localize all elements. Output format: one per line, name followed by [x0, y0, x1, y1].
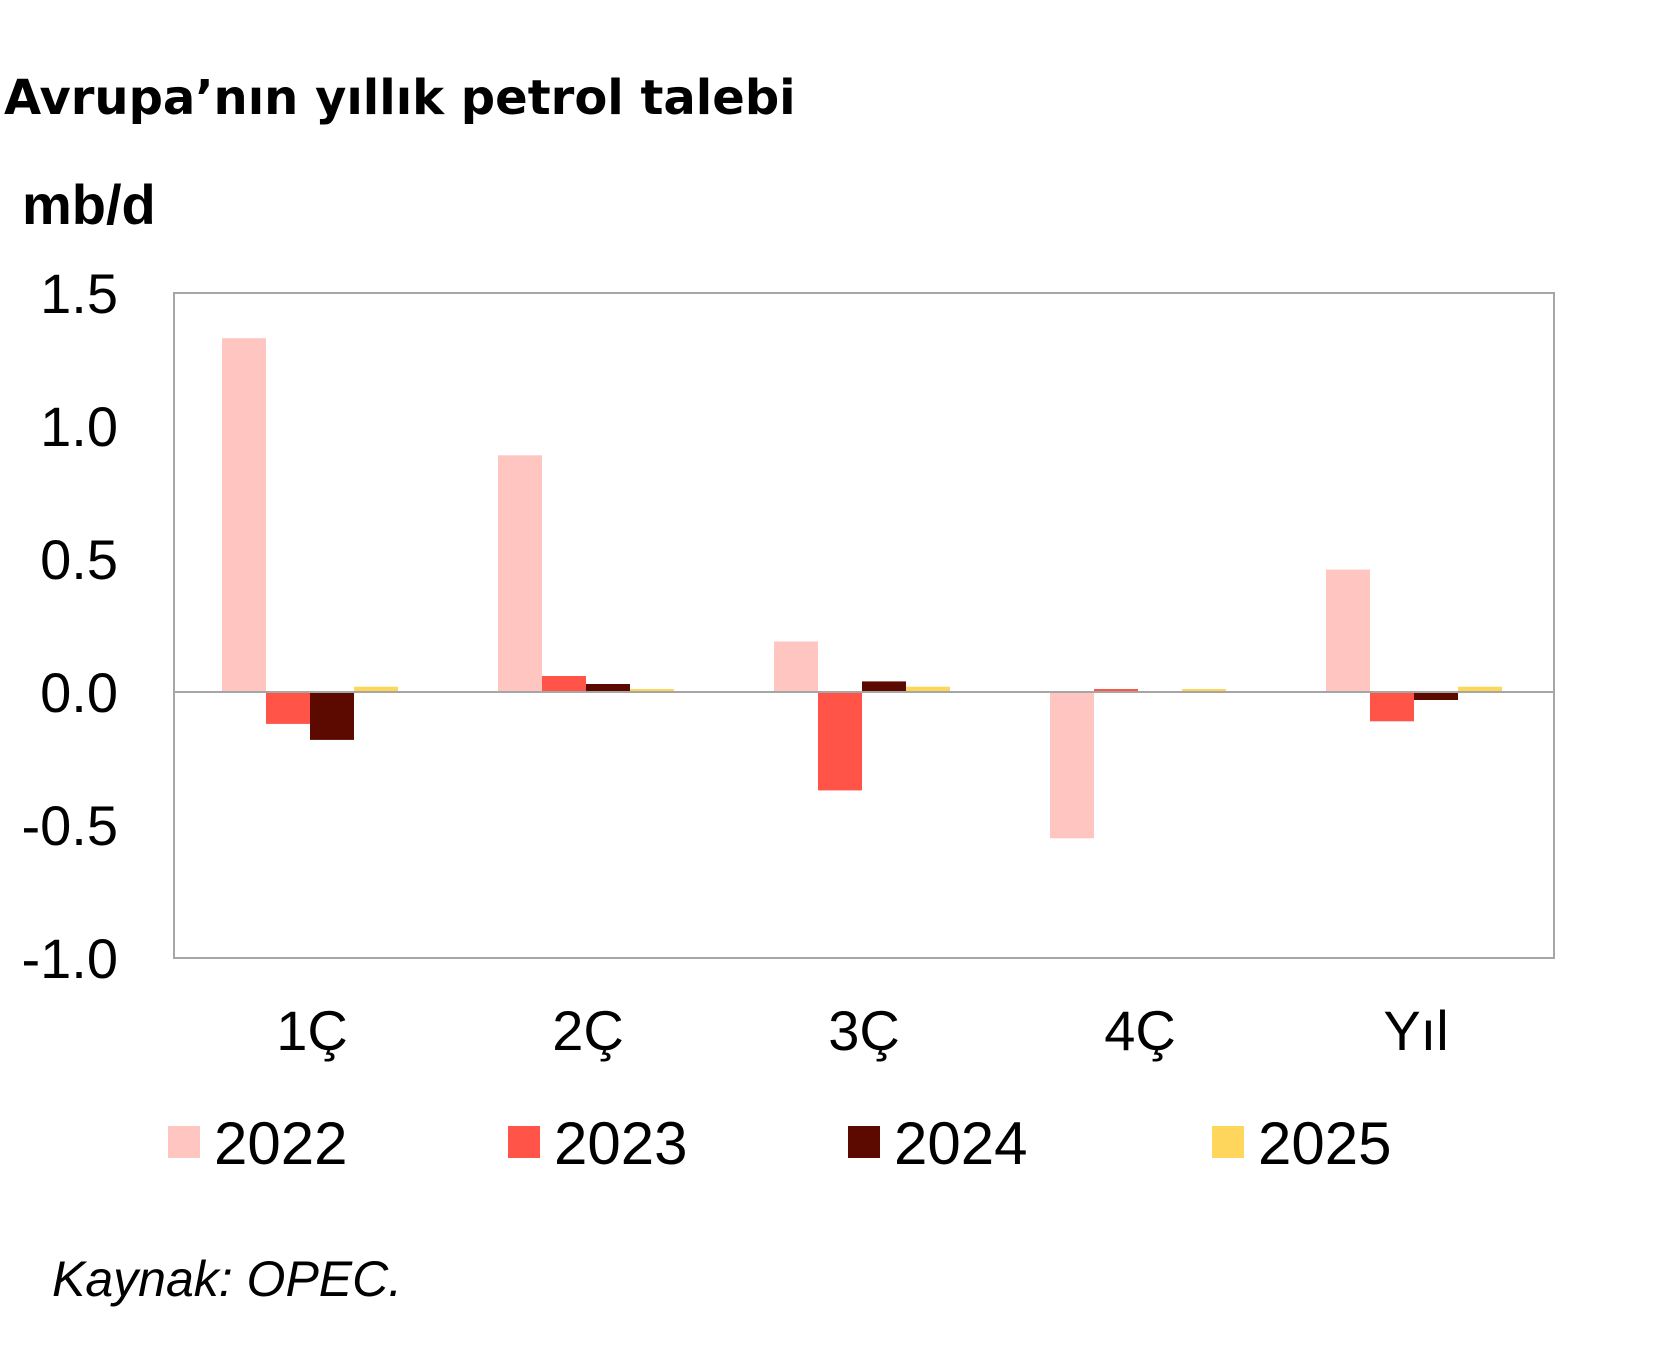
x-tick-label: Yıl [1383, 999, 1448, 1062]
legend-swatch-2023 [508, 1126, 540, 1158]
bar-2025-4 [1458, 686, 1502, 692]
legend-swatch-2022 [168, 1126, 200, 1158]
bar-2024-2 [862, 681, 906, 692]
bar-2022-2 [774, 641, 818, 692]
legend-label-2023: 2023 [554, 1110, 687, 1177]
y-tick-label: 1.0 [40, 395, 118, 458]
bar-2025-2 [906, 686, 950, 692]
plot-area-border [173, 292, 1555, 959]
bar-2025-3 [1182, 689, 1226, 692]
bar-2023-3 [1094, 689, 1138, 692]
bar-2025-1 [630, 689, 674, 692]
y-axis-tick-labels: 1.5 1.0 0.5 0.0 -0.5 -1.0 [22, 262, 119, 990]
legend-swatch-2025 [1212, 1126, 1244, 1158]
x-tick-label: 4Ç [1104, 999, 1176, 1062]
bar-2025-0 [354, 686, 398, 692]
bar-2023-2 [818, 692, 862, 791]
bar-2022-0 [222, 338, 266, 692]
legend-label-2022: 2022 [214, 1110, 347, 1177]
y-tick-label: 0.0 [40, 661, 118, 724]
bar-2023-1 [542, 676, 586, 692]
bar-2023-4 [1370, 692, 1414, 722]
legend-swatch-2024 [848, 1126, 880, 1158]
bar-2024-0 [310, 692, 354, 740]
bars [222, 338, 1502, 839]
plot-frame [173, 292, 1555, 959]
chart-title: Avrupa’nın yıllık petrol talebi [4, 70, 796, 126]
y-tick-label: 1.5 [40, 262, 118, 325]
bar-2023-0 [266, 692, 310, 724]
y-tick-label: 0.5 [40, 528, 118, 591]
y-tick-label: -0.5 [22, 794, 119, 857]
bar-2022-3 [1050, 692, 1094, 839]
source-note: Kaynak: OPEC. [52, 1251, 403, 1307]
legend-label-2025: 2025 [1258, 1110, 1391, 1177]
bar-2024-1 [586, 684, 630, 692]
x-tick-label: 2Ç [552, 999, 624, 1062]
y-tick-label: -1.0 [22, 927, 119, 990]
bar-2022-1 [498, 455, 542, 692]
x-axis-tick-labels: 1Ç 2Ç 3Ç 4Ç Yıl [276, 999, 1448, 1062]
bar-2022-4 [1326, 569, 1370, 692]
legend: 2022 2023 2024 2025 [168, 1110, 1391, 1177]
legend-label-2024: 2024 [894, 1110, 1027, 1177]
y-axis-unit-label: mb/d [22, 173, 156, 236]
x-tick-label: 1Ç [276, 999, 348, 1062]
x-tick-label: 3Ç [828, 999, 900, 1062]
bar-2024-4 [1414, 692, 1458, 700]
